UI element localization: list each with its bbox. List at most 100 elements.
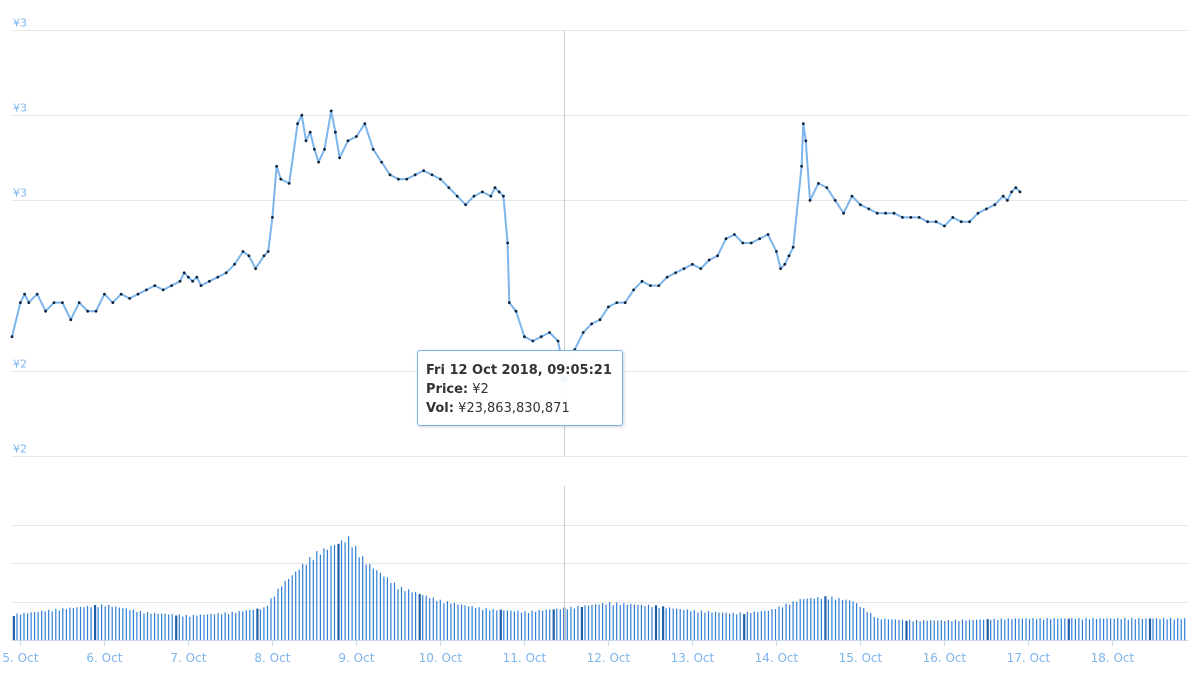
volume-bar (856, 603, 858, 640)
volume-bar (873, 617, 875, 640)
price-point (23, 292, 26, 296)
price-point (254, 267, 257, 270)
x-tick-label: 18. Oct (1091, 651, 1135, 665)
x-tick-label: 5. Oct (2, 651, 38, 665)
volume-bar (295, 571, 297, 640)
price-point (323, 147, 326, 151)
volume-bar (923, 620, 925, 640)
price-point (833, 199, 837, 202)
volume-bar (1039, 618, 1041, 640)
volume-bar (30, 612, 32, 640)
price-point (380, 160, 383, 164)
price-point (1018, 190, 1022, 194)
volume-bar (637, 604, 639, 640)
price-point (27, 301, 31, 304)
volume-bar (997, 620, 999, 640)
volume-bar (746, 611, 748, 640)
volume-bar (390, 582, 392, 640)
volume-bar (326, 549, 328, 640)
price-point (674, 271, 677, 275)
volume-bar (408, 589, 410, 640)
volume-bar (429, 598, 431, 640)
volume-bar (242, 611, 244, 640)
volume-bar (827, 599, 829, 640)
price-series-line[interactable] (11, 109, 1021, 381)
price-point (481, 190, 484, 194)
volume-bar (457, 604, 459, 640)
volume-bar (288, 579, 290, 640)
volume-bar (986, 619, 989, 640)
tooltip-volume-value: ¥23,863,830,871 (458, 401, 570, 416)
volume-bar (277, 588, 279, 640)
volume-bar (993, 618, 995, 640)
volume-bar (365, 564, 367, 640)
price-point (161, 288, 165, 292)
volume-bar (1159, 619, 1161, 640)
volume-bar (400, 586, 403, 640)
volume-bar (221, 614, 223, 640)
volume-bar (1155, 618, 1158, 640)
price-point (208, 279, 211, 283)
volume-bar (849, 600, 851, 640)
volume-bar (83, 607, 85, 640)
price-point (35, 292, 39, 296)
volume-bar (79, 606, 82, 640)
price-point (598, 318, 602, 322)
price-point (867, 207, 871, 211)
volume-bar (651, 607, 653, 640)
volume-bar (256, 608, 259, 640)
volume-bar (146, 612, 149, 640)
volume-bar (1036, 619, 1038, 640)
price-point (447, 186, 451, 190)
volume-bar (760, 611, 762, 640)
price-point (976, 211, 980, 215)
x-tick-label: 7. Oct (170, 651, 206, 665)
volume-bar (789, 604, 791, 640)
volume-bar (154, 612, 156, 640)
price-point (464, 203, 467, 207)
volume-bar (238, 611, 240, 640)
volume-bar (559, 609, 561, 640)
volume-bar (464, 605, 466, 640)
volume-bar (852, 601, 854, 640)
volume-bar (446, 601, 448, 640)
volume-bar (785, 603, 787, 640)
price-point (119, 292, 123, 296)
price-point (801, 122, 805, 126)
volume-bar (909, 619, 911, 640)
price-point (825, 186, 829, 190)
volume-bar (714, 611, 717, 640)
volume-bar (351, 547, 353, 640)
price-point (69, 318, 73, 322)
x-tick-label: 8. Oct (254, 651, 290, 665)
volume-bar (584, 605, 586, 640)
price-point (489, 194, 493, 198)
volume-bar (62, 608, 64, 640)
volume-bar (542, 610, 544, 640)
price-point (355, 135, 358, 138)
volume-bar (972, 620, 974, 640)
volume-bar (1085, 618, 1087, 640)
price-y-tick-label: ¥2 (13, 443, 27, 456)
volume-bar (206, 614, 209, 640)
volume-bar (270, 598, 272, 640)
price-point (850, 194, 854, 198)
price-point (749, 241, 753, 245)
volume-bar (1046, 618, 1048, 640)
price-point (779, 267, 782, 270)
volume-bar (362, 556, 364, 640)
price-y-tick-label: ¥3 (13, 187, 27, 200)
volume-bar (619, 604, 621, 640)
price-point (502, 194, 505, 198)
volume-bar (281, 586, 283, 640)
volume-bar (1043, 619, 1045, 640)
volume-bar (1078, 618, 1080, 640)
volume-bar (510, 610, 512, 640)
price-point (44, 309, 47, 313)
volume-bar (1088, 619, 1091, 640)
price-point (413, 173, 417, 177)
volume-bar (1081, 619, 1083, 640)
price-point (271, 216, 274, 219)
volume-bar (185, 615, 187, 640)
volume-bar (535, 611, 537, 640)
